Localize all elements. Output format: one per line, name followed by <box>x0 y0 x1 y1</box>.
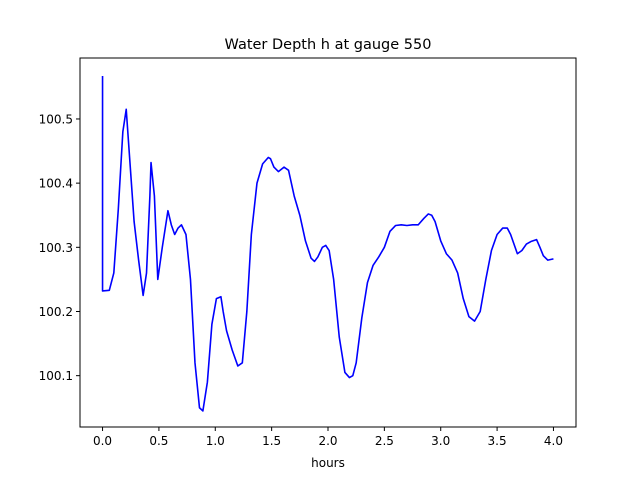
y-tick-label: 100.1 <box>39 369 73 383</box>
y-tick-label: 100.5 <box>39 112 73 126</box>
x-tick-label: 3.0 <box>431 434 450 448</box>
x-axis-label: hours <box>311 456 345 470</box>
x-tick-label: 2.5 <box>375 434 394 448</box>
plot-frame <box>79 57 577 428</box>
y-tick-label: 100.4 <box>39 177 73 191</box>
x-tick-label: 1.5 <box>262 434 281 448</box>
x-tick-label: 3.5 <box>488 434 507 448</box>
x-tick-label: 2.0 <box>318 434 337 448</box>
x-tick-label: 1.0 <box>206 434 225 448</box>
series-line-0 <box>101 75 554 412</box>
x-axis: 0.0 0.5 1.0 1.5 2.0 2.5 3.0 3.5 4.0 <box>93 427 563 448</box>
axes: 0.0 0.5 1.0 1.5 2.0 2.5 3.0 3.5 4.0 100.1100.210… <box>39 112 563 448</box>
y-tick-label: 100.3 <box>39 241 73 255</box>
plot-area <box>79 57 577 428</box>
chart-title: Water Depth h at gauge 550 <box>225 37 432 53</box>
x-tick-label: 0.5 <box>149 434 168 448</box>
y-axis: 100.1 100.2 100.3 100.4 100.5 <box>39 112 80 383</box>
x-tick-label: 0.0 <box>93 434 112 448</box>
x-tick-label: 4.0 <box>544 434 563 448</box>
y-tick-label: 100.2 <box>39 305 73 319</box>
